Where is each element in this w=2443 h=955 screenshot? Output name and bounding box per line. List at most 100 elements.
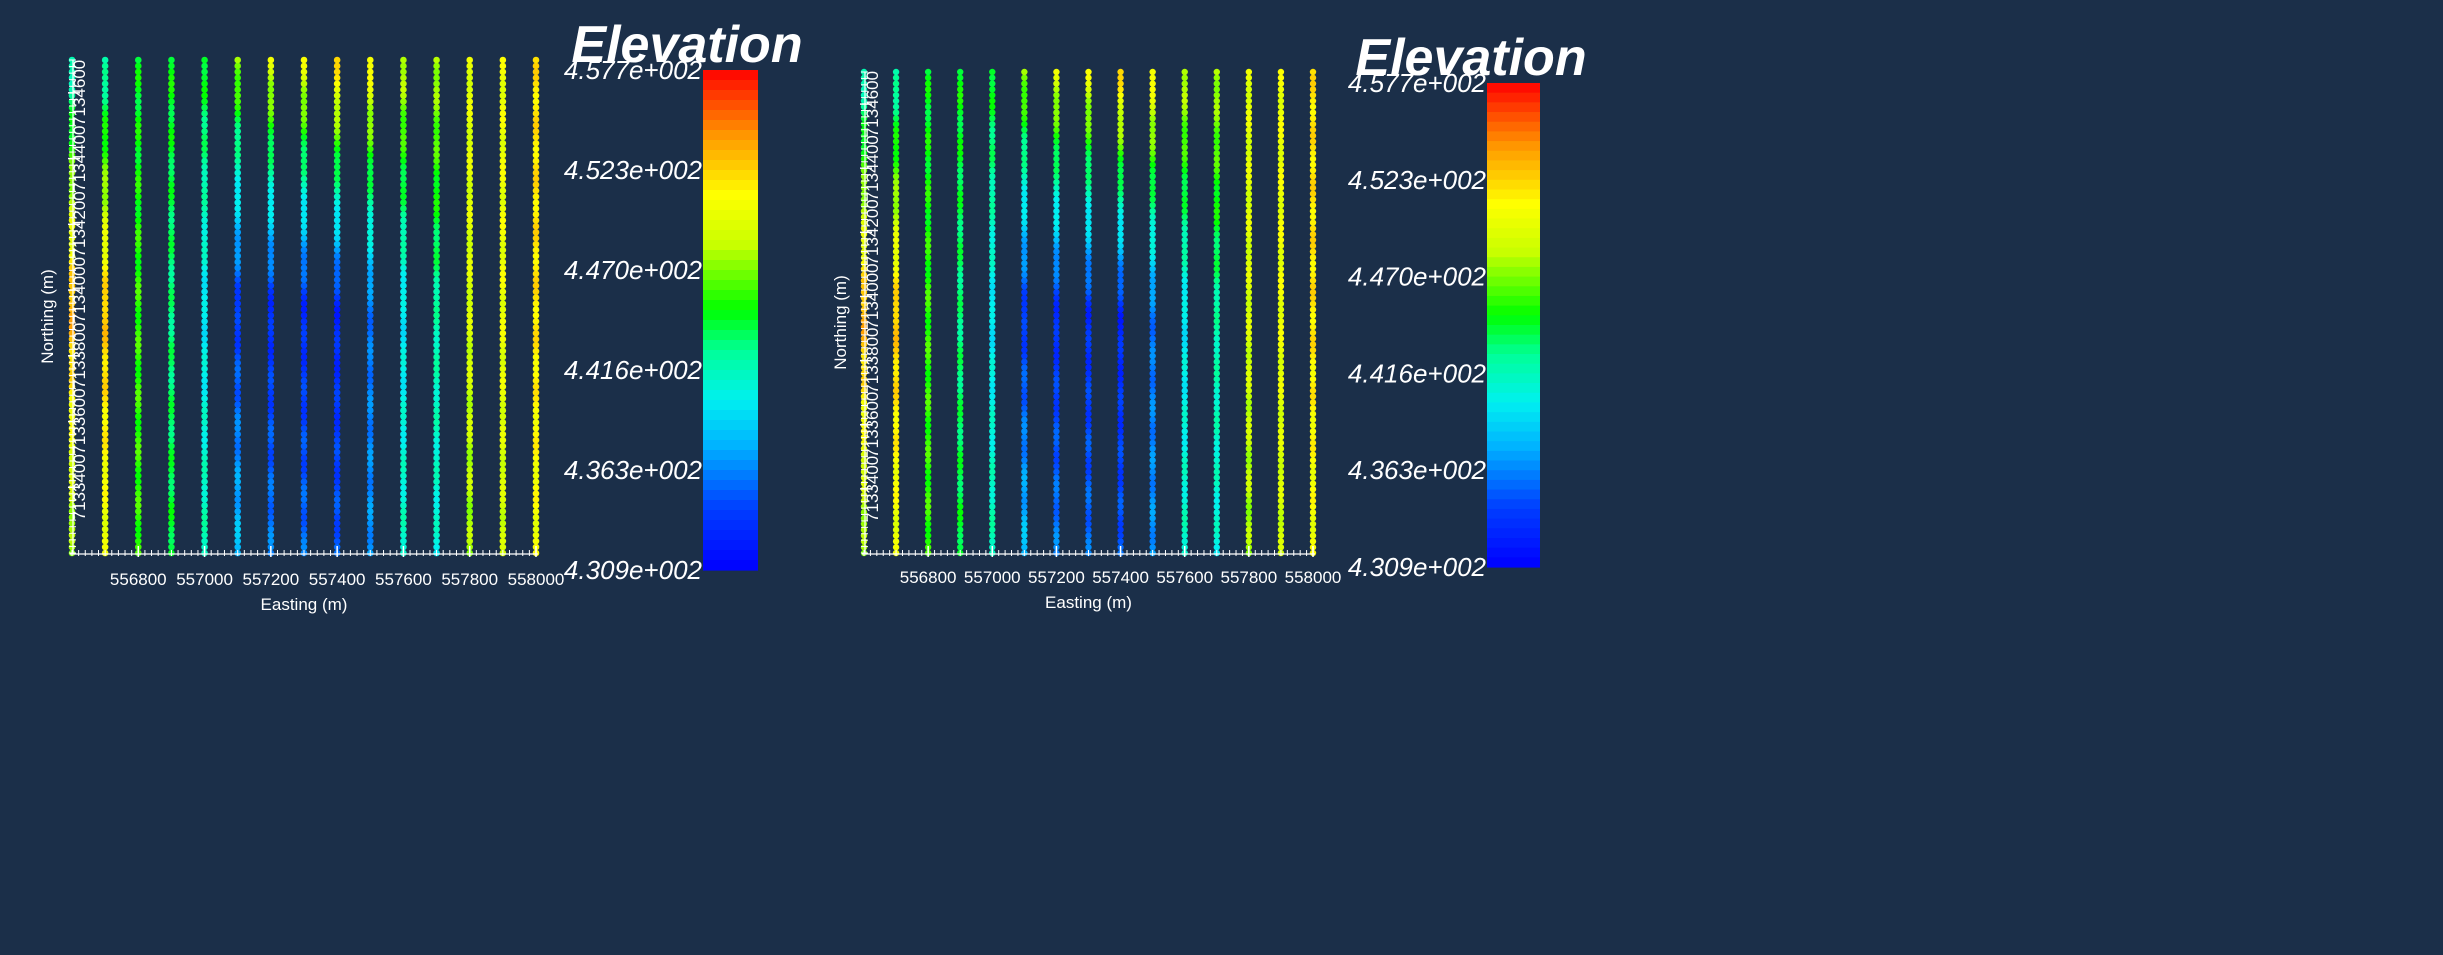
data-point (1085, 428, 1092, 435)
data-point (333, 187, 341, 194)
data-point (957, 509, 964, 516)
data-point (1085, 138, 1092, 145)
survey-line (234, 56, 242, 557)
data-point (532, 175, 540, 183)
data-point (1021, 364, 1028, 371)
data-point (466, 116, 474, 123)
data-point (532, 395, 540, 402)
data-point (1213, 213, 1220, 221)
data-point (101, 508, 109, 515)
colorbar-band (1487, 170, 1540, 181)
data-point (300, 306, 308, 313)
data-point (1277, 358, 1285, 365)
data-point (924, 335, 932, 342)
data-point (499, 413, 507, 420)
data-point (1021, 231, 1028, 238)
survey-line (201, 56, 208, 557)
data-point (1213, 196, 1220, 203)
data-point (234, 288, 242, 295)
data-point (532, 365, 540, 373)
data-point (1149, 387, 1156, 394)
data-point (366, 86, 374, 93)
data-point (68, 145, 76, 153)
data-point (134, 80, 142, 88)
data-point (333, 413, 341, 420)
data-point (400, 323, 407, 331)
data-point (924, 300, 932, 308)
data-point (1021, 190, 1028, 197)
data-point (101, 496, 109, 503)
data-point (989, 178, 996, 186)
data-point (300, 80, 308, 88)
data-point (1181, 312, 1188, 319)
data-point (532, 246, 540, 254)
data-point (466, 318, 474, 325)
data-point (532, 323, 540, 331)
data-point (989, 120, 996, 128)
data-point (1021, 155, 1028, 163)
data-point (1053, 341, 1060, 348)
data-point (267, 312, 275, 319)
data-point (532, 371, 540, 379)
data-point (1181, 294, 1188, 302)
data-point (989, 260, 996, 267)
data-point (892, 277, 900, 284)
data-point (989, 329, 996, 336)
data-point (989, 497, 996, 505)
data-point (1277, 144, 1285, 151)
x-tick-label: 556800 (110, 570, 167, 589)
colorbar-band (1487, 295, 1540, 307)
data-point (466, 157, 474, 165)
data-point (957, 445, 964, 452)
data-point (333, 68, 341, 76)
data-point (989, 486, 996, 493)
data-point (532, 181, 540, 189)
data-point (499, 407, 507, 414)
data-point (957, 155, 964, 163)
data-point (892, 173, 900, 180)
data-point (1053, 393, 1060, 400)
data-point (499, 514, 507, 521)
data-point (957, 364, 964, 371)
data-point (1181, 370, 1188, 377)
colorbar-band (703, 490, 758, 501)
data-point (1277, 184, 1285, 192)
data-point (1245, 103, 1253, 110)
data-point (1213, 161, 1220, 168)
data-point (168, 151, 175, 159)
data-point (466, 478, 474, 486)
data-point (499, 448, 507, 456)
data-point (989, 80, 996, 87)
data-point (1213, 346, 1220, 354)
data-point (1117, 364, 1124, 371)
data-point (1245, 480, 1253, 487)
y-axis-title: Northing (m) (38, 269, 57, 363)
data-point (989, 202, 996, 209)
data-point (134, 294, 142, 301)
data-point (1181, 271, 1188, 279)
data-point (234, 169, 242, 177)
data-point (1021, 184, 1028, 192)
data-point (433, 199, 440, 206)
data-point (433, 223, 440, 230)
data-point (1245, 225, 1253, 232)
left-plot-panel: 556800 557000 557200 557400 557600 557800 5580… (38, 16, 803, 614)
data-point (300, 276, 308, 284)
data-point (1149, 225, 1156, 232)
data-point (499, 323, 507, 331)
data-point (892, 329, 900, 336)
colorbar-band (1487, 83, 1540, 94)
data-point (68, 389, 76, 396)
data-point (333, 80, 341, 88)
data-point (989, 109, 996, 116)
data-point (1245, 375, 1253, 383)
data-point (1085, 289, 1092, 296)
data-point (1021, 144, 1028, 151)
data-point (466, 258, 474, 266)
data-point (466, 537, 474, 545)
data-point (300, 68, 308, 76)
survey-line (1085, 68, 1092, 557)
data-point (892, 80, 900, 87)
data-point (1021, 474, 1028, 481)
data-point (1117, 306, 1124, 313)
